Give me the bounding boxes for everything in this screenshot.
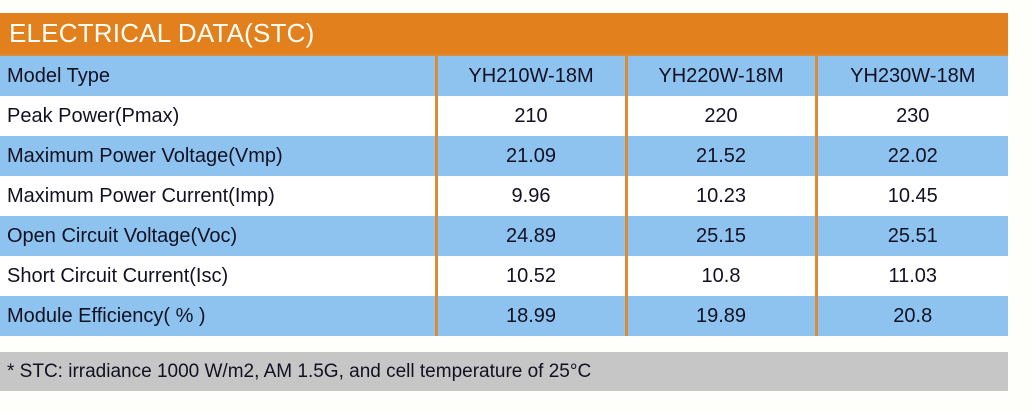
row-value: 21.09 — [434, 136, 626, 176]
row-value: 19.89 — [624, 296, 816, 336]
column-header-model-type: Model Type — [0, 54, 436, 96]
row-value: 18.99 — [434, 296, 626, 336]
row-value: 20.8 — [814, 296, 1008, 336]
row-value: 11.03 — [814, 256, 1008, 296]
panel-title: ELECTRICAL DATA(STC) — [0, 13, 1008, 54]
row-value: 10.52 — [434, 256, 626, 296]
column-header-model-3: YH230W-18M — [814, 54, 1008, 96]
row-value: 25.51 — [814, 216, 1008, 256]
row-value: 10.8 — [624, 256, 816, 296]
column-header-model-2: YH220W-18M — [624, 54, 816, 96]
row-label: Maximum Power Voltage(Vmp) — [0, 136, 436, 176]
table-header-row: Model Type YH210W-18M YH220W-18M YH230W-… — [0, 54, 1008, 96]
row-label: Peak Power(Pmax) — [0, 96, 436, 136]
table-body: Model Type YH210W-18M YH220W-18M YH230W-… — [0, 54, 1008, 336]
stc-footnote: * STC: irradiance 1000 W/m2, AM 1.5G, an… — [0, 352, 1008, 391]
row-value: 230 — [814, 96, 1008, 136]
row-value: 220 — [624, 96, 816, 136]
row-value: 22.02 — [814, 136, 1008, 176]
electrical-data-table: Model Type YH210W-18M YH220W-18M YH230W-… — [0, 54, 1008, 336]
column-header-model-1: YH210W-18M — [434, 54, 626, 96]
table-row: Short Circuit Current(Isc) 10.52 10.8 11… — [0, 256, 1008, 296]
table-row: Open Circuit Voltage(Voc) 24.89 25.15 25… — [0, 216, 1008, 256]
row-label: Maximum Power Current(Imp) — [0, 176, 436, 216]
row-value: 25.15 — [624, 216, 816, 256]
row-value: 210 — [434, 96, 626, 136]
row-value: 21.52 — [624, 136, 816, 176]
row-value: 10.23 — [624, 176, 816, 216]
row-value: 9.96 — [434, 176, 626, 216]
table-row: Maximum Power Current(Imp) 9.96 10.23 10… — [0, 176, 1008, 216]
row-label: Module Efficiency( % ) — [0, 296, 436, 336]
table-row: Module Efficiency( % ) 18.99 19.89 20.8 — [0, 296, 1008, 336]
row-value: 10.45 — [814, 176, 1008, 216]
row-label: Short Circuit Current(Isc) — [0, 256, 436, 296]
table-row: Peak Power(Pmax) 210 220 230 — [0, 96, 1008, 136]
table-row: Maximum Power Voltage(Vmp) 21.09 21.52 2… — [0, 136, 1008, 176]
row-label: Open Circuit Voltage(Voc) — [0, 216, 436, 256]
row-value: 24.89 — [434, 216, 626, 256]
